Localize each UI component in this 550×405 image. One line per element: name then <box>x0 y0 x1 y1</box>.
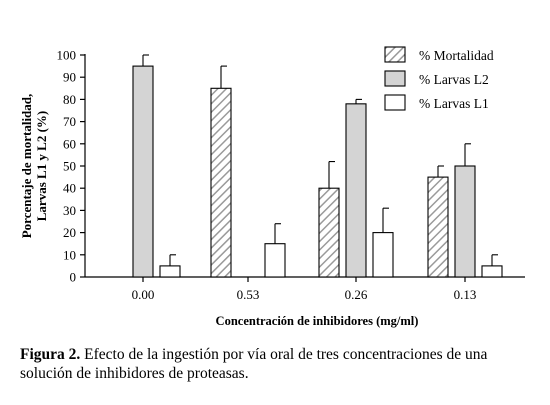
chart-axes: 0 10 20 30 40 50 60 70 80 90 100 0.00 0.53 0.26 0.13 <box>57 48 525 302</box>
bar <box>345 103 367 278</box>
y-tick-label: 10 <box>63 247 76 262</box>
y-tick-label: 50 <box>63 159 76 174</box>
y-tick-label: 40 <box>63 181 76 196</box>
x-tick-label: 0.53 <box>237 287 260 302</box>
caption-text: Efecto de la ingestión por vía oral de t… <box>20 346 488 382</box>
bar <box>427 176 449 278</box>
bar <box>132 65 154 278</box>
y-tick-label: 0 <box>70 270 77 285</box>
bar <box>318 187 340 278</box>
y-tick-label: 100 <box>57 48 77 63</box>
y-axis-label-line: Porcentaje de mortalidad, <box>19 94 34 239</box>
legend-swatch <box>384 70 406 87</box>
legend-label: % Larvas L1 <box>419 96 489 111</box>
bar <box>481 265 503 278</box>
figure-caption: Figura 2. Efecto de la ingestión por vía… <box>20 345 540 383</box>
figure-number: Figura 2. <box>20 346 81 363</box>
y-tick-label: 60 <box>63 136 76 151</box>
y-tick-label: 90 <box>63 70 76 85</box>
bar <box>372 232 394 278</box>
y-axis-label: Porcentaje de mortalidad,Larvas L1 y L2 … <box>19 94 49 239</box>
x-tick-label: 0.26 <box>345 287 368 302</box>
chart-bars <box>132 54 503 278</box>
bar <box>454 165 476 278</box>
bar-chart: 0 10 20 30 40 50 60 70 80 90 100 0.00 0.53 0.26 0.13 %… <box>19 46 525 328</box>
legend-label: % Larvas L2 <box>419 72 489 87</box>
legend-swatch <box>384 46 406 63</box>
y-tick-label: 30 <box>63 203 76 218</box>
y-tick-label: 20 <box>63 225 76 240</box>
legend-label: % Mortalidad <box>419 48 494 63</box>
x-axis-label: Concentración de inhibidores (mg/ml) <box>216 314 419 328</box>
legend-swatch <box>384 94 406 111</box>
bar <box>264 243 286 278</box>
y-tick-label: 80 <box>63 92 76 107</box>
x-tick-label: 0.13 <box>454 287 477 302</box>
bar <box>159 265 181 278</box>
bar <box>210 87 232 278</box>
y-axis-label-line: Larvas L1 y L2 (%) <box>34 111 49 222</box>
x-tick-label: 0.00 <box>132 287 155 302</box>
chart-legend: % Mortalidad % Larvas L2 % Larvas L1 <box>384 46 494 111</box>
y-tick-label: 70 <box>63 114 76 129</box>
